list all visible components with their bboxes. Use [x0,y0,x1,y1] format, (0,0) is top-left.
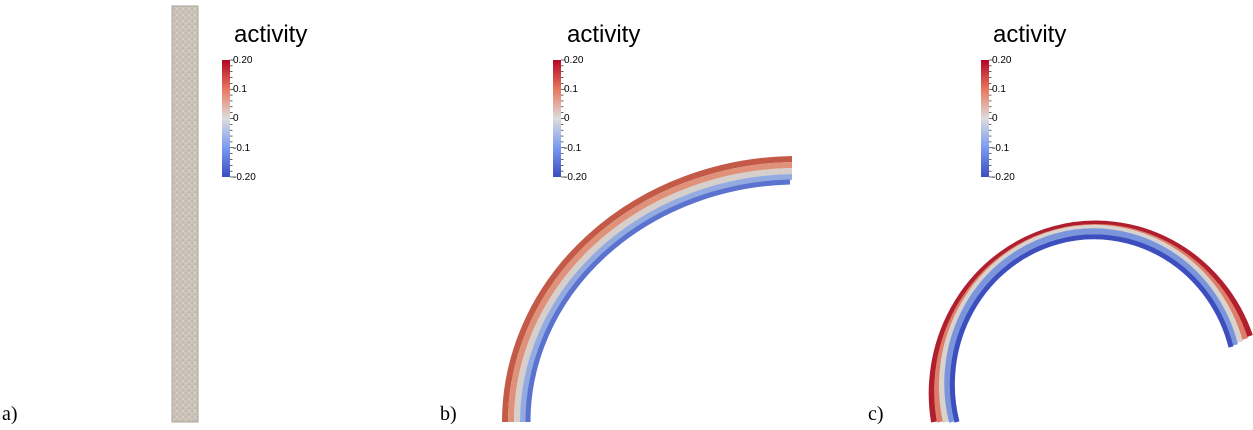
colorbar-ticks [230,59,234,178]
colorbar: activity 0.20 0.1 0 -0.1 -0.20 [553,21,640,183]
colorbar-title: activity [234,21,307,48]
panel-a: a) activity 0.20 0.1 0 -0.1 -0.20 [2,5,307,425]
panel-label: a) [2,403,18,425]
tick-label-0-1: 0.1 [564,84,578,95]
tick-label-max: 0.20 [564,55,584,66]
curved-strip-arc [928,220,1253,423]
strip-band-inner [525,179,791,423]
panel-c: c) activity 0.20 0.1 0 -0.1 -0.20 [868,21,1253,425]
strip-band-outer [928,220,1253,423]
undeformed-strip [171,5,199,423]
tick-label-min: -0.20 [564,172,587,183]
colorbar-gradient [981,60,989,177]
strip-band-4 [520,174,793,423]
tick-label-min: -0.20 [233,172,256,183]
tick-label-neg-0-1: -0.1 [233,143,251,154]
tick-label-min: -0.20 [992,172,1015,183]
strip-band-4 [944,228,1238,423]
tick-label-neg-0-1: -0.1 [564,143,582,154]
colorbar: activity 0.20 0.1 0 -0.1 -0.20 [222,21,307,183]
strip-band-outer [502,156,793,423]
colorbar: activity 0.20 0.1 0 -0.1 -0.20 [981,21,1066,183]
panel-label: c) [868,403,884,425]
colorbar-gradient [222,60,230,177]
tick-label-zero: 0 [992,113,998,124]
tick-label-zero: 0 [233,113,239,124]
colorbar-gradient [553,60,561,177]
strip-band-2 [508,162,793,423]
colorbar-title: activity [567,21,640,48]
strip-band-inner [949,234,1234,423]
tick-label-max: 0.20 [992,55,1012,66]
tick-label-neg-0-1: -0.1 [992,143,1010,154]
colorbar-ticks [989,59,993,178]
panel-label: b) [440,403,457,425]
colorbar-ticks [561,59,565,178]
strip-band-3 [514,168,793,423]
colorbar-title: activity [993,21,1066,48]
strip-band-2 [934,224,1248,423]
tick-label-0-1: 0.1 [992,84,1006,95]
strip-band-3 [939,224,1243,423]
tick-label-zero: 0 [564,113,570,124]
panel-b: b) activity 0.20 0.1 0 -0.1 -0.20 [440,21,793,425]
curved-strip-quarter [502,156,793,423]
tick-label-0-1: 0.1 [233,84,247,95]
tick-label-max: 0.20 [233,55,253,66]
